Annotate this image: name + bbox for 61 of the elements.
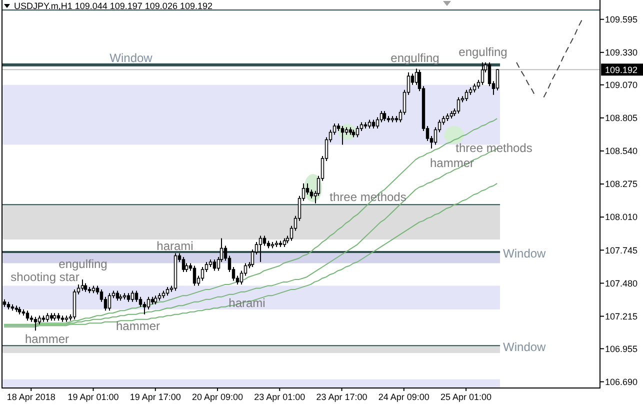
y-tick-label: 107.480 xyxy=(605,278,638,288)
y-tick-label: 107.745 xyxy=(605,245,638,256)
candlestick xyxy=(108,292,112,312)
y-tick-label: 108.275 xyxy=(605,179,638,190)
candlestick xyxy=(142,301,146,315)
annotation: harami xyxy=(156,239,194,253)
ref-line-label: Window xyxy=(503,340,546,354)
annotation: hammer xyxy=(24,332,70,346)
candlestick xyxy=(488,62,492,87)
candlestick xyxy=(192,265,196,286)
candlestick xyxy=(376,116,380,129)
candlestick xyxy=(480,62,484,86)
y-tick-label: 108.010 xyxy=(605,212,638,222)
candlestick xyxy=(146,296,150,310)
y-tick-label: 108.540 xyxy=(605,146,638,156)
x-tick-label: 20 Apr 09:00 xyxy=(192,392,244,402)
x-tick-label: 23 Apr 17:00 xyxy=(316,392,368,402)
y-tick-label: 108.805 xyxy=(605,113,638,124)
candlestick xyxy=(464,89,468,102)
chart-title: USDJPY.m,H1 109.044 109.197 109.026 109.192 xyxy=(14,1,212,11)
annotation: engulfing xyxy=(390,51,440,65)
x-tick-label: 19 Apr 17:00 xyxy=(130,392,181,402)
candlestick xyxy=(414,68,418,86)
x-tick-label: 23 Apr 01:00 xyxy=(254,392,306,402)
y-tick-label: 106.690 xyxy=(605,376,638,387)
y-tick-label: 106.955 xyxy=(605,344,638,354)
y-tick-label: 109.330 xyxy=(605,48,638,58)
x-tick-label: 25 Apr 01:00 xyxy=(440,392,492,402)
candlestick xyxy=(382,110,386,122)
annotation: shooting star xyxy=(10,270,80,284)
x-tick-label: 18 Apr 2018 xyxy=(6,392,56,402)
candlestick xyxy=(134,290,138,302)
annotation: three methods xyxy=(456,141,532,155)
candlestick xyxy=(262,235,266,246)
candlestick xyxy=(496,68,500,91)
x-tick-label: 19 Apr 01:00 xyxy=(68,392,119,402)
candlestick xyxy=(306,182,310,196)
candlestick xyxy=(258,235,262,262)
candlestick xyxy=(182,256,186,272)
candlestick xyxy=(26,310,30,322)
candlestick xyxy=(456,96,460,114)
candlestick xyxy=(380,110,384,123)
candlestick xyxy=(340,126,344,146)
y-tick-label: 109.595 xyxy=(605,14,638,24)
ref-line-label: Window xyxy=(110,50,153,65)
ref-line-label: Window xyxy=(503,246,546,260)
annotation: engulfing xyxy=(58,257,108,271)
candlestick xyxy=(34,316,38,332)
y-tick-label: 107.215 xyxy=(605,311,638,322)
x-tick-label: 24 Apr 09:00 xyxy=(378,392,430,402)
annotation: engulfing xyxy=(458,45,508,59)
y-tick-label: 109.070 xyxy=(605,80,638,90)
candlestick xyxy=(116,290,120,302)
candlestick xyxy=(212,259,216,272)
candlestick xyxy=(200,266,204,282)
ref-line-label: 109.192 xyxy=(605,64,638,75)
candlestick xyxy=(356,126,360,138)
annotation: hammer xyxy=(116,319,160,333)
candlestick xyxy=(80,278,84,292)
candlestick xyxy=(130,290,134,302)
candlestick xyxy=(138,296,142,308)
